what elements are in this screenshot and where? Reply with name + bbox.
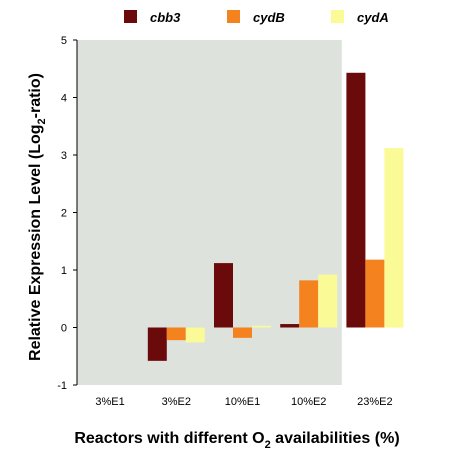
bar-cydA: [318, 274, 338, 328]
x-axis-categories: 3%E1 3%E2 10%E1 10%E2 23%E2: [95, 396, 392, 408]
y-tick-label: 1: [61, 265, 67, 277]
bar-cydB: [299, 280, 319, 328]
bar-cbb3: [346, 72, 366, 328]
y-tick-label: 0: [61, 323, 67, 335]
bar-cydA: [384, 148, 404, 328]
category-label: 23%E2: [357, 396, 392, 408]
y-tick-label: 4: [61, 93, 67, 105]
bar-cydB: [233, 327, 252, 338]
category-label: 10%E2: [291, 396, 326, 408]
legend-label-cydB: cydB: [253, 10, 285, 25]
legend-label-cbb3: cbb3: [150, 10, 181, 25]
y-tick-label: 3: [61, 150, 67, 162]
bar-cbb3: [214, 263, 233, 328]
legend-label-cydA: cydA: [357, 10, 389, 25]
bar-cbb3: [280, 324, 300, 328]
legend-swatch-cydA: [331, 10, 344, 23]
legend: cbb3 cydB cydA: [124, 10, 389, 25]
y-tick-label: -1: [57, 380, 67, 392]
legend-swatch-cbb3: [124, 10, 137, 23]
y-axis-ticks: -1 0 1 2 3 4 5: [57, 35, 77, 392]
bar-cydB: [166, 327, 186, 341]
bar-cydA: [185, 327, 205, 343]
legend-swatch-cydB: [227, 10, 240, 23]
bar-cydB: [365, 259, 385, 328]
y-tick-label: 2: [61, 208, 67, 220]
x-axis-title: Reactors with different O2 availabilitie…: [74, 430, 399, 451]
bars: [147, 72, 404, 361]
bar-cbb3: [147, 327, 167, 361]
category-label: 3%E1: [95, 396, 124, 408]
category-label: 10%E1: [225, 396, 260, 408]
shaded-region: [77, 40, 342, 385]
bar-cydA: [252, 325, 271, 328]
category-label: 3%E2: [162, 396, 191, 408]
y-tick-label: 5: [61, 35, 67, 47]
y-axis-title: Relative Expression Level (Log2-ratio): [27, 73, 48, 361]
